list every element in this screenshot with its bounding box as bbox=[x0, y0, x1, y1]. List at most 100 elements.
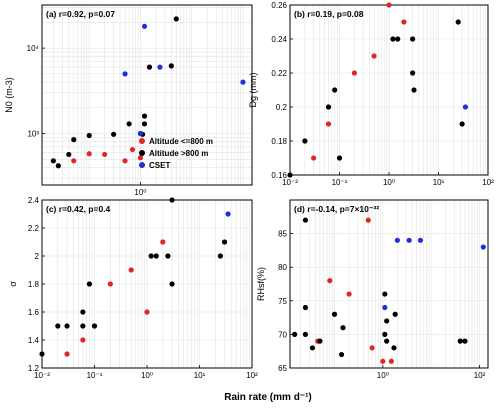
axes-frame bbox=[41, 4, 253, 186]
data-point-cset bbox=[394, 237, 400, 243]
data-point-low bbox=[64, 351, 70, 357]
data-point-high bbox=[462, 338, 468, 344]
data-point-cset bbox=[382, 304, 388, 311]
y-axis-label: RHsf(%) bbox=[256, 267, 266, 301]
data-point-cset bbox=[157, 64, 163, 70]
data-point-high bbox=[317, 338, 323, 344]
data-point-high bbox=[173, 16, 179, 22]
y-tick-label: 70 bbox=[278, 330, 287, 339]
panel-title: (a) r=0.92, p=0.07 bbox=[46, 9, 115, 19]
data-point-high bbox=[455, 19, 461, 25]
data-point-high bbox=[217, 253, 223, 259]
data-point-high bbox=[382, 291, 388, 297]
data-point-low bbox=[160, 239, 166, 245]
data-point-low bbox=[107, 281, 113, 287]
legend: Altitude <=800 m Altitude >800 m CSET bbox=[139, 137, 213, 170]
data-point-high bbox=[302, 217, 309, 223]
x-tick-label: 10¹ bbox=[194, 371, 206, 380]
data-point-high bbox=[459, 121, 465, 127]
legend-label: Altitude >800 m bbox=[149, 149, 208, 158]
y-tick-label: 0.18 bbox=[271, 137, 287, 146]
data-point-high bbox=[340, 325, 346, 331]
data-point-low bbox=[86, 151, 92, 157]
x-tick-label: 10⁻¹ bbox=[332, 178, 348, 187]
y-tick-label: 0.24 bbox=[271, 35, 287, 44]
data-point-high bbox=[457, 338, 463, 344]
data-point-high bbox=[86, 281, 93, 287]
data-point-cset bbox=[417, 237, 424, 243]
x-tick-label: 10⁰ bbox=[141, 371, 153, 380]
data-point-high bbox=[64, 323, 70, 329]
y-tick-label: 85 bbox=[278, 230, 287, 239]
data-point-low bbox=[129, 146, 136, 153]
panel-title: (b) r=0.19, p=0.08 bbox=[294, 9, 364, 19]
data-point-low bbox=[351, 70, 358, 76]
data-point-low bbox=[71, 158, 77, 164]
legend-marker bbox=[139, 138, 145, 144]
data-point-high bbox=[221, 239, 228, 245]
y-tick-label: 2.2 bbox=[28, 224, 40, 233]
data-point-high bbox=[55, 323, 61, 329]
data-point-low bbox=[311, 155, 317, 161]
data-point-high bbox=[384, 318, 390, 324]
x-tick-label: 10² bbox=[482, 178, 494, 187]
y-tick-label: 10³ bbox=[27, 130, 39, 139]
y-tick-label: 80 bbox=[278, 263, 287, 272]
y-tick-label: 0.26 bbox=[271, 1, 287, 10]
y-tick-label: 1.6 bbox=[28, 308, 40, 317]
x-tick-label: 10⁻¹ bbox=[87, 371, 103, 380]
y-tick-label: 10⁴ bbox=[27, 44, 40, 53]
data-point-high bbox=[395, 36, 401, 42]
data-point-high bbox=[392, 311, 398, 317]
data-point-low bbox=[327, 278, 333, 284]
data-point-high bbox=[80, 309, 86, 315]
data-point-high bbox=[165, 253, 171, 259]
data-point-high bbox=[66, 151, 72, 158]
data-point-high bbox=[331, 311, 338, 317]
data-point-high bbox=[111, 131, 117, 137]
x-tick-label: 10² bbox=[474, 371, 486, 380]
legend-marker bbox=[139, 150, 145, 156]
data-point-high bbox=[302, 304, 309, 311]
data-point-high bbox=[168, 63, 174, 69]
data-point-high bbox=[169, 281, 175, 287]
data-point-low bbox=[388, 358, 394, 364]
data-point-low bbox=[401, 19, 407, 25]
panel-a: 10⁰ 10³ 10⁴ (a) r=0.92, p=0.07 N0 (m-3) bbox=[4, 4, 253, 197]
data-point-high bbox=[141, 113, 148, 119]
data-point-high bbox=[302, 138, 308, 144]
data-point-high bbox=[141, 121, 148, 127]
data-point-cset bbox=[240, 79, 246, 85]
legend-marker bbox=[139, 162, 145, 168]
y-tick-label: 1.8 bbox=[28, 280, 40, 289]
data-point-high bbox=[55, 163, 61, 169]
y-tick-label: 0.16 bbox=[271, 171, 287, 180]
data-point-cset bbox=[406, 237, 412, 243]
data-point-cset bbox=[141, 23, 148, 29]
y-tick-label: 1.4 bbox=[28, 336, 40, 345]
y-tick-label: 0.22 bbox=[271, 69, 287, 78]
data-point-high bbox=[126, 121, 132, 127]
data-point-low bbox=[386, 2, 392, 8]
data-point-high bbox=[390, 36, 396, 42]
y-tick-label: 0.2 bbox=[276, 103, 288, 112]
data-point-low bbox=[144, 309, 150, 315]
data-point-high bbox=[309, 345, 316, 351]
x-tick-label: 10⁻² bbox=[282, 178, 298, 187]
data-point-high bbox=[338, 351, 345, 358]
data-point-high bbox=[302, 331, 309, 337]
data-point-low bbox=[371, 53, 377, 59]
panel-d: 10⁰ 10² 65 70 75 80 85 (d) r=-0.14, p=7×10⁻³² RH… bbox=[256, 199, 489, 380]
data-point-high bbox=[382, 331, 388, 337]
data-point-high bbox=[411, 87, 417, 93]
data-point-low bbox=[102, 151, 108, 158]
data-point-low bbox=[137, 155, 144, 161]
data-point-cset bbox=[480, 244, 486, 250]
data-point-cset bbox=[137, 130, 144, 137]
data-point-low bbox=[122, 158, 128, 164]
data-point-low bbox=[80, 337, 86, 343]
x-tick-label: 10¹ bbox=[433, 178, 445, 187]
y-tick-label: 2 bbox=[35, 252, 40, 261]
panel-title: (d) r=-0.14, p=7×10⁻³² bbox=[294, 204, 379, 214]
